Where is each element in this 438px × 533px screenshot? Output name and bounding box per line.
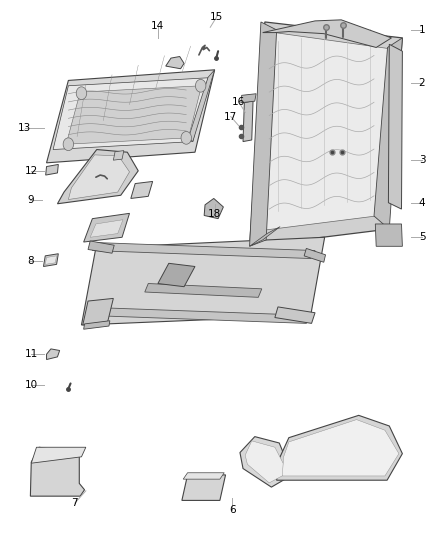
Polygon shape [81, 237, 325, 325]
Text: 11: 11 [25, 349, 38, 359]
Polygon shape [88, 241, 114, 253]
Text: 14: 14 [151, 21, 165, 31]
Polygon shape [88, 308, 311, 324]
Text: 12: 12 [25, 166, 38, 176]
Text: 2: 2 [419, 78, 425, 88]
Polygon shape [204, 198, 223, 219]
Text: 13: 13 [18, 123, 32, 133]
Polygon shape [183, 473, 224, 479]
Text: 6: 6 [229, 505, 235, 515]
Polygon shape [283, 419, 399, 476]
Text: 1: 1 [419, 25, 425, 35]
Circle shape [76, 87, 87, 100]
Polygon shape [250, 22, 403, 246]
Polygon shape [245, 441, 288, 483]
Polygon shape [250, 22, 277, 246]
Text: 5: 5 [419, 232, 425, 243]
Polygon shape [84, 213, 130, 242]
Polygon shape [166, 56, 184, 69]
Polygon shape [240, 437, 292, 487]
Text: 10: 10 [25, 379, 38, 390]
Polygon shape [374, 38, 403, 229]
Polygon shape [84, 321, 110, 329]
Polygon shape [30, 447, 85, 496]
Text: 17: 17 [224, 111, 237, 122]
Polygon shape [31, 447, 86, 463]
Polygon shape [92, 243, 315, 259]
Polygon shape [45, 256, 57, 264]
Polygon shape [241, 94, 256, 103]
Polygon shape [68, 155, 130, 199]
Polygon shape [57, 150, 138, 204]
Polygon shape [43, 254, 58, 266]
Text: 16: 16 [232, 96, 245, 107]
Polygon shape [304, 248, 325, 262]
Polygon shape [277, 415, 403, 480]
Text: 15: 15 [210, 12, 223, 22]
Polygon shape [263, 20, 392, 47]
Circle shape [63, 138, 74, 151]
Polygon shape [263, 33, 389, 230]
Polygon shape [389, 44, 403, 209]
Polygon shape [250, 227, 280, 246]
Polygon shape [375, 224, 403, 246]
Polygon shape [188, 70, 215, 142]
Text: 18: 18 [208, 209, 221, 220]
Circle shape [181, 132, 191, 144]
Polygon shape [182, 475, 226, 500]
Circle shape [195, 79, 206, 92]
Polygon shape [46, 165, 58, 175]
Polygon shape [66, 86, 201, 144]
Polygon shape [90, 220, 123, 237]
Polygon shape [158, 263, 195, 287]
Polygon shape [131, 181, 152, 198]
Polygon shape [83, 298, 113, 325]
Text: 8: 8 [27, 256, 34, 266]
Text: 9: 9 [27, 195, 34, 205]
Polygon shape [46, 349, 60, 360]
Text: 4: 4 [419, 198, 425, 208]
Polygon shape [46, 70, 215, 163]
Polygon shape [243, 101, 253, 142]
Polygon shape [275, 307, 315, 324]
Text: 3: 3 [419, 155, 425, 165]
Polygon shape [53, 78, 208, 150]
Polygon shape [145, 284, 262, 297]
Polygon shape [113, 151, 124, 160]
Text: 7: 7 [71, 498, 78, 508]
